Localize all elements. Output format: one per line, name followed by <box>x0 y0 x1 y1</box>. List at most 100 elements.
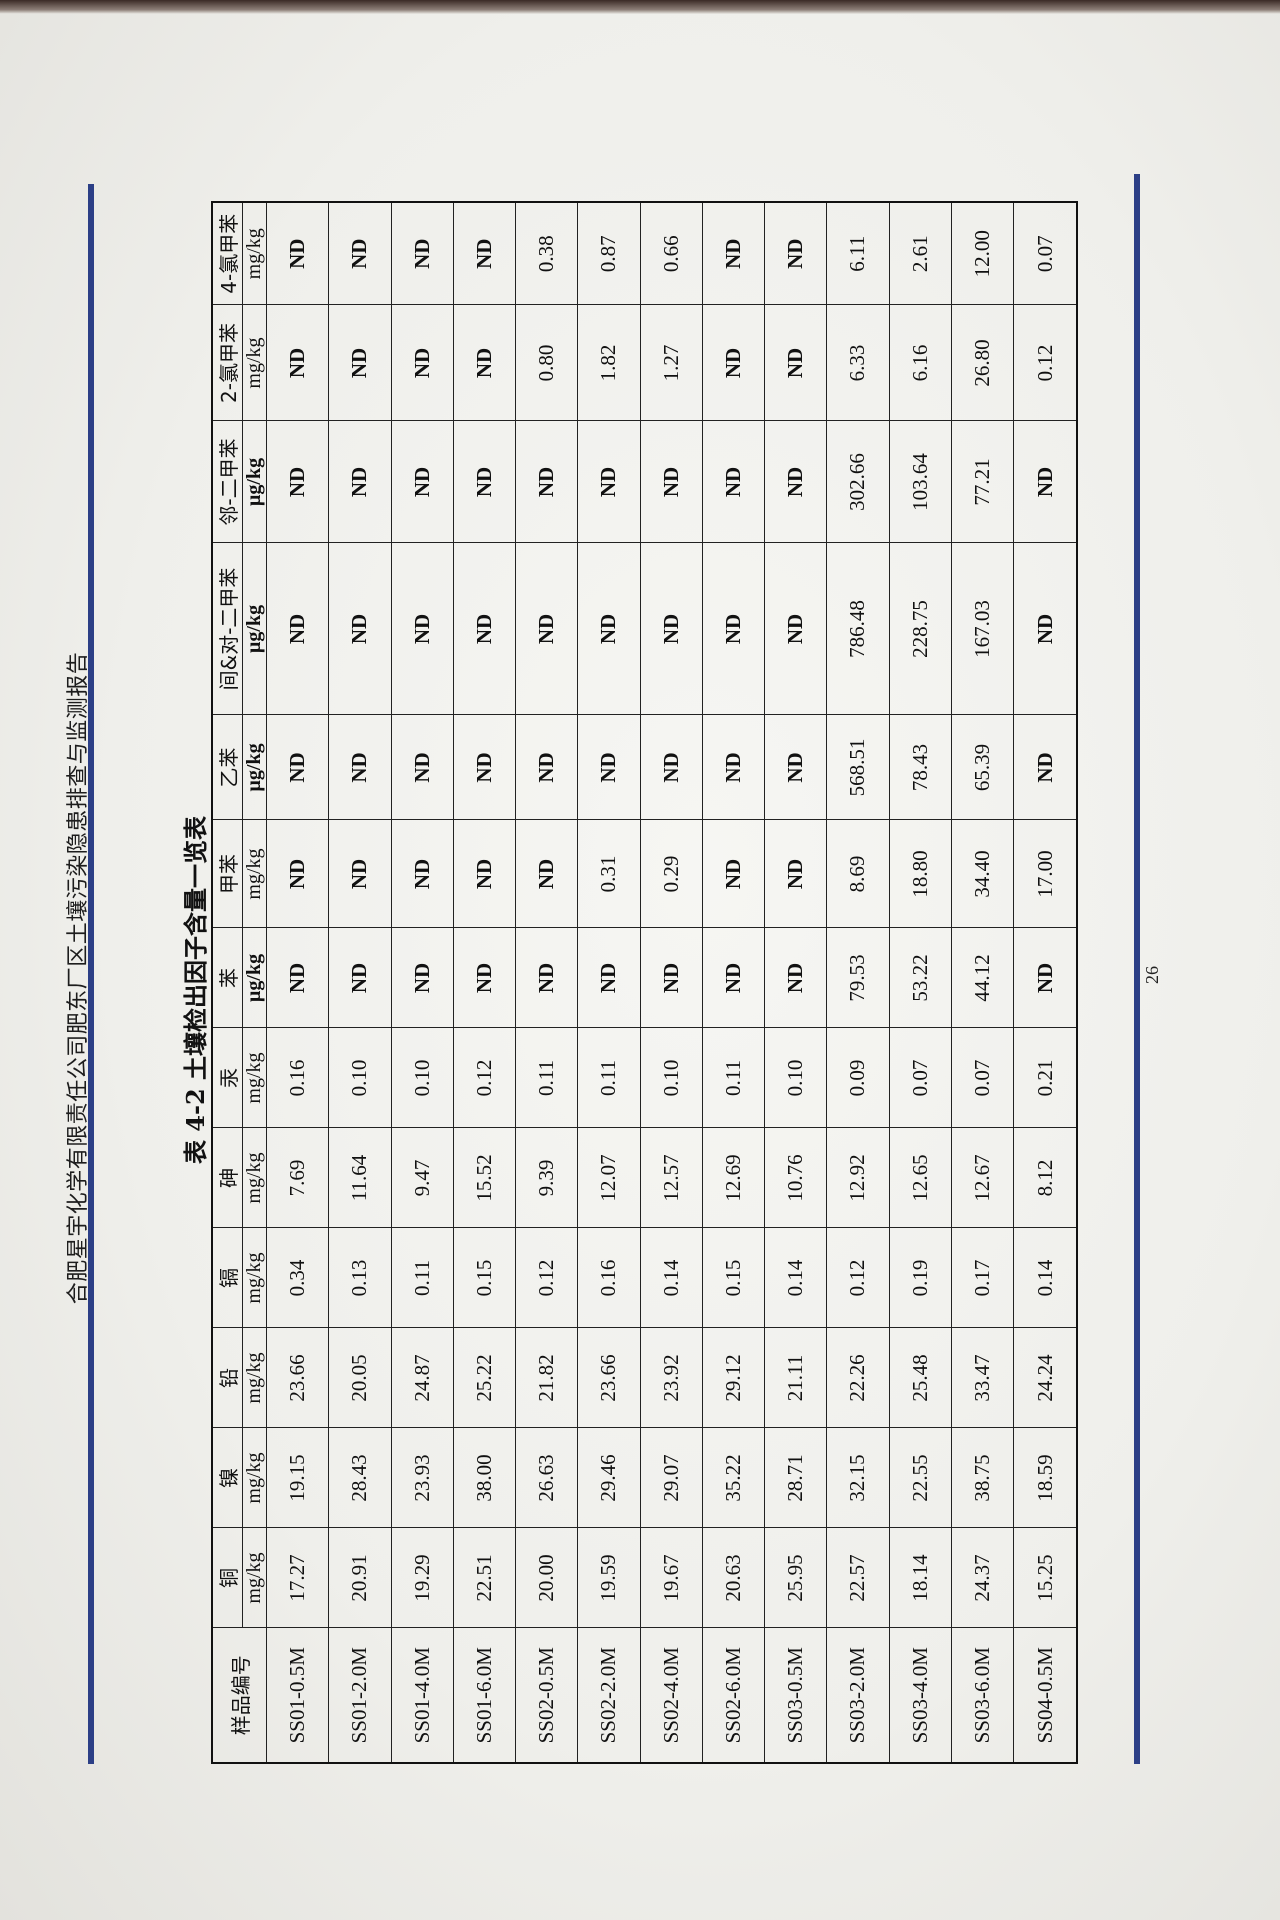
value-cell: 0.12 <box>826 1228 889 1328</box>
table-row: SS01-4.0M 19.29 23.93 24.87 0.11 9.47 0.10 ND ND… <box>391 202 454 1763</box>
value-cell: ND <box>328 928 391 1028</box>
header-row-names: 样品编号 铜镍铅镉砷汞苯甲苯 乙苯 间&对-二甲苯 邻-二甲苯 2-氯甲苯 4-氯甲苯 <box>212 202 267 1763</box>
value-cell: 25.95 <box>764 1528 827 1628</box>
value-cell: ND <box>453 202 516 305</box>
column-unit: mg/kg <box>242 1428 267 1528</box>
value-cell: 0.87 <box>577 202 640 305</box>
value-cell: 0.14 <box>764 1228 827 1328</box>
value-cell: ND <box>702 202 765 305</box>
value-cell: ND <box>640 928 703 1028</box>
value-cell: 0.12 <box>515 1228 578 1328</box>
value-cell: 0.11 <box>702 1028 765 1128</box>
value-cell: 0.29 <box>640 820 703 928</box>
column-header: 镍 <box>212 1428 243 1528</box>
value-cell: ND <box>453 820 516 928</box>
value-cell: 20.63 <box>702 1528 765 1628</box>
value-cell: 0.16 <box>577 1228 640 1328</box>
value-cell: 12.67 <box>951 1128 1014 1228</box>
value-cell: 0.07 <box>951 1028 1014 1128</box>
value-cell: 17.27 <box>266 1528 329 1628</box>
table-row: SS03-6.0M 24.37 38.75 33.47 0.17 12.67 0.07 44.… <box>951 202 1014 1763</box>
value-cell: 12.92 <box>826 1128 889 1228</box>
value-cell: ND <box>764 305 827 421</box>
value-cell: ND <box>266 421 329 543</box>
value-cell: ND <box>266 715 329 820</box>
value-cell: 53.22 <box>889 928 952 1028</box>
value-cell: ND <box>266 543 329 715</box>
value-cell: 0.12 <box>453 1028 516 1128</box>
value-cell: ND <box>764 421 827 543</box>
value-cell: 6.16 <box>889 305 952 421</box>
value-cell: ND <box>764 820 827 928</box>
value-cell: 0.11 <box>391 1228 454 1328</box>
value-cell: 0.15 <box>453 1228 516 1328</box>
value-cell: 34.40 <box>951 820 1014 928</box>
value-cell: ND <box>453 305 516 421</box>
value-cell: 9.47 <box>391 1128 454 1228</box>
value-cell: 0.15 <box>702 1228 765 1328</box>
value-cell: ND <box>515 820 578 928</box>
value-cell: ND <box>764 202 827 305</box>
value-cell: 24.87 <box>391 1328 454 1428</box>
value-cell: ND <box>764 928 827 1028</box>
column-unit: µg/kg <box>242 421 267 543</box>
table-row: SS03-2.0M 22.57 32.15 22.26 0.12 12.92 0.09 79.… <box>826 202 889 1763</box>
value-cell: 12.69 <box>702 1128 765 1228</box>
value-cell: 21.82 <box>515 1328 578 1428</box>
value-cell: ND <box>515 715 578 820</box>
column-unit: mg/kg <box>242 202 267 305</box>
value-cell: 78.43 <box>889 715 952 820</box>
value-cell: 19.15 <box>266 1428 329 1528</box>
value-cell: ND <box>391 928 454 1028</box>
value-cell: 786.48 <box>826 543 889 715</box>
column-header: 甲苯 <box>212 820 243 928</box>
value-cell: 26.80 <box>951 305 1014 421</box>
value-cell: 0.10 <box>328 1028 391 1128</box>
value-cell: 6.11 <box>826 202 889 305</box>
column-unit: mg/kg <box>242 1528 267 1628</box>
value-cell: 23.66 <box>266 1328 329 1428</box>
value-cell: ND <box>764 543 827 715</box>
sample-id-cell: SS03-2.0M <box>826 1628 889 1763</box>
value-cell: 77.21 <box>951 421 1014 543</box>
value-cell: ND <box>391 421 454 543</box>
value-cell: 0.19 <box>889 1228 952 1328</box>
value-cell: 35.22 <box>702 1428 765 1528</box>
sample-id-cell: SS03-0.5M <box>764 1628 827 1763</box>
value-cell: 22.55 <box>889 1428 952 1528</box>
sample-id-cell: SS01-4.0M <box>391 1628 454 1763</box>
column-unit: mg/kg <box>242 1328 267 1428</box>
value-cell: ND <box>702 421 765 543</box>
value-cell: 18.59 <box>1013 1428 1077 1528</box>
value-cell: ND <box>266 928 329 1028</box>
value-cell: 0.38 <box>515 202 578 305</box>
value-cell: 0.16 <box>266 1028 329 1128</box>
value-cell: 0.66 <box>640 202 703 305</box>
value-cell: ND <box>328 421 391 543</box>
paper-page <box>0 14 1280 1920</box>
value-cell: 0.10 <box>764 1028 827 1128</box>
value-cell: ND <box>453 928 516 1028</box>
value-cell: ND <box>453 715 516 820</box>
column-unit: mg/kg <box>242 1228 267 1328</box>
value-cell: 6.33 <box>826 305 889 421</box>
value-cell: 0.34 <box>266 1228 329 1328</box>
value-cell: 33.47 <box>951 1328 1014 1428</box>
value-cell: ND <box>577 421 640 543</box>
value-cell: 29.07 <box>640 1428 703 1528</box>
value-cell: ND <box>1013 715 1077 820</box>
value-cell: 25.48 <box>889 1328 952 1428</box>
value-cell: 12.57 <box>640 1128 703 1228</box>
value-cell: ND <box>640 715 703 820</box>
value-cell: ND <box>328 305 391 421</box>
header-rule <box>88 184 94 1764</box>
table-row: SS01-2.0M 20.91 28.43 20.05 0.13 11.64 0.10 ND N… <box>328 202 391 1763</box>
value-cell: ND <box>640 421 703 543</box>
footer-rule <box>1134 174 1140 1764</box>
value-cell: ND <box>328 715 391 820</box>
value-cell: ND <box>266 305 329 421</box>
value-cell: 23.92 <box>640 1328 703 1428</box>
value-cell: ND <box>1013 421 1077 543</box>
column-unit: µg/kg <box>242 928 267 1028</box>
value-cell: ND <box>1013 543 1077 715</box>
